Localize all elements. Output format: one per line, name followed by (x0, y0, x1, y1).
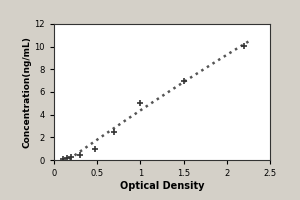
Y-axis label: Concentration(ng/mL): Concentration(ng/mL) (23, 36, 32, 148)
X-axis label: Optical Density: Optical Density (120, 181, 204, 191)
